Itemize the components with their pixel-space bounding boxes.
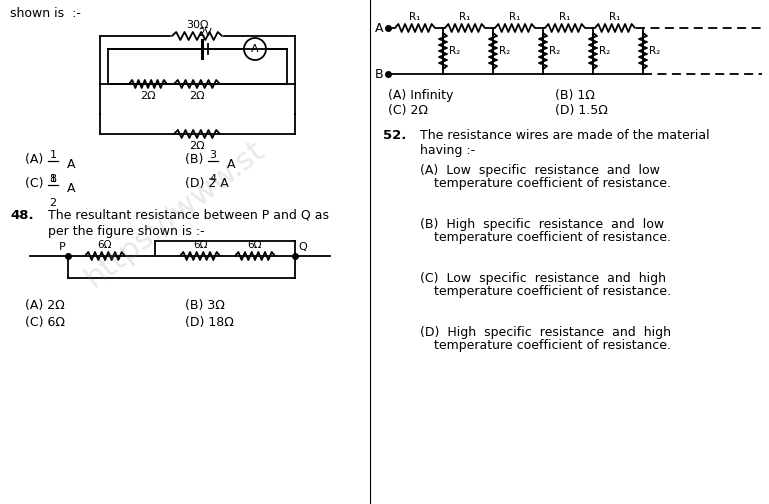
Text: 2Ω: 2Ω bbox=[189, 91, 205, 101]
Text: (D) 2 A: (D) 2 A bbox=[185, 177, 228, 191]
Text: R₂: R₂ bbox=[599, 46, 611, 56]
Text: https://www.st: https://www.st bbox=[80, 135, 270, 293]
Text: 2Ω: 2Ω bbox=[189, 141, 205, 151]
Text: (B): (B) bbox=[185, 154, 208, 166]
Text: 4: 4 bbox=[209, 174, 217, 184]
Text: having :-: having :- bbox=[420, 144, 475, 157]
Text: R₁: R₁ bbox=[559, 12, 571, 22]
Text: 1: 1 bbox=[49, 174, 56, 184]
Text: A: A bbox=[63, 157, 75, 170]
Text: The resistance wires are made of the material: The resistance wires are made of the mat… bbox=[420, 129, 710, 142]
Text: shown is  :-: shown is :- bbox=[10, 7, 81, 20]
Text: 2Ω: 2Ω bbox=[140, 91, 156, 101]
Text: P: P bbox=[59, 242, 66, 252]
Text: (B)  High  specific  resistance  and  low: (B) High specific resistance and low bbox=[420, 218, 664, 231]
Text: R₁: R₁ bbox=[459, 12, 471, 22]
Text: A: A bbox=[223, 157, 235, 170]
Text: (A) 2Ω: (A) 2Ω bbox=[25, 299, 65, 312]
Text: temperature coefficient of resistance.: temperature coefficient of resistance. bbox=[434, 177, 671, 190]
Text: (A) Infinity: (A) Infinity bbox=[388, 89, 454, 102]
Text: (A)  Low  specific  resistance  and  low: (A) Low specific resistance and low bbox=[420, 164, 660, 177]
Text: per the figure shown is :-: per the figure shown is :- bbox=[48, 225, 205, 238]
Text: 2: 2 bbox=[49, 198, 57, 208]
Text: A: A bbox=[375, 22, 383, 34]
Text: (C) 6Ω: (C) 6Ω bbox=[25, 316, 65, 329]
Text: temperature coefficient of resistance.: temperature coefficient of resistance. bbox=[434, 339, 671, 352]
Text: R₂: R₂ bbox=[549, 46, 561, 56]
Text: 6Ω: 6Ω bbox=[98, 240, 112, 250]
Text: temperature coefficient of resistance.: temperature coefficient of resistance. bbox=[434, 285, 671, 298]
Text: (B) 3Ω: (B) 3Ω bbox=[185, 299, 225, 312]
Text: A: A bbox=[251, 44, 259, 54]
Text: 1: 1 bbox=[49, 150, 56, 160]
Text: 6Ω: 6Ω bbox=[248, 240, 262, 250]
Text: R₁: R₁ bbox=[409, 12, 421, 22]
Text: R₂: R₂ bbox=[649, 46, 661, 56]
Text: (D)  High  specific  resistance  and  high: (D) High specific resistance and high bbox=[420, 326, 671, 339]
Text: (C) 2Ω: (C) 2Ω bbox=[388, 104, 428, 117]
Text: R₂: R₂ bbox=[449, 46, 461, 56]
Text: (D) 1.5Ω: (D) 1.5Ω bbox=[555, 104, 608, 117]
Text: 52.: 52. bbox=[383, 129, 406, 142]
Text: 30Ω: 30Ω bbox=[186, 20, 208, 30]
Text: 2V: 2V bbox=[198, 28, 212, 38]
Text: R₁: R₁ bbox=[609, 12, 621, 22]
Text: B: B bbox=[375, 68, 383, 81]
Text: The resultant resistance between P and Q as: The resultant resistance between P and Q… bbox=[48, 209, 329, 222]
Text: A: A bbox=[63, 181, 75, 195]
Text: 3: 3 bbox=[209, 150, 217, 160]
Text: (C)  Low  specific  resistance  and  high: (C) Low specific resistance and high bbox=[420, 272, 666, 285]
Text: 48.: 48. bbox=[10, 209, 34, 222]
Text: (D) 18Ω: (D) 18Ω bbox=[185, 316, 234, 329]
Text: R₂: R₂ bbox=[499, 46, 511, 56]
Text: R₁: R₁ bbox=[509, 12, 521, 22]
Text: (C): (C) bbox=[25, 177, 48, 191]
Text: Q: Q bbox=[298, 242, 307, 252]
Text: 8: 8 bbox=[49, 174, 57, 184]
Text: temperature coefficient of resistance.: temperature coefficient of resistance. bbox=[434, 231, 671, 244]
Text: 6Ω: 6Ω bbox=[193, 240, 208, 250]
Text: (B) 1Ω: (B) 1Ω bbox=[555, 89, 595, 102]
Text: (A): (A) bbox=[25, 154, 47, 166]
